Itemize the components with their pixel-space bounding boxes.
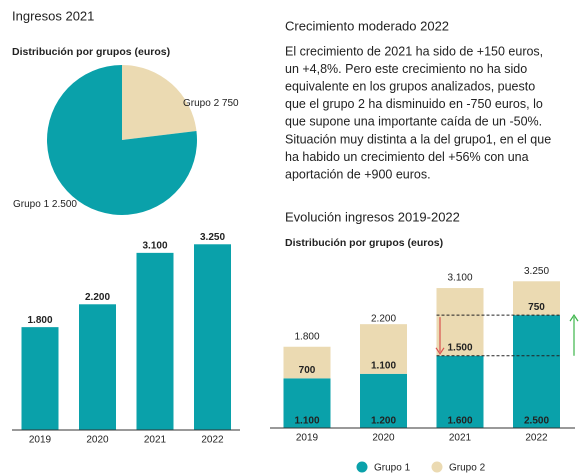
bar-value-label: 3.250 xyxy=(200,232,225,243)
segment-label: 700 xyxy=(299,365,316,376)
pie-slice xyxy=(122,65,197,140)
bar-segment xyxy=(360,324,407,374)
bar-value-label: 2.200 xyxy=(85,292,110,303)
bar-segment xyxy=(283,378,331,428)
paragraph-line: que el grupo 2 ha disminuido en -750 eur… xyxy=(285,97,543,111)
pie-subtitle: Distribución por grupos (euros) xyxy=(12,46,170,58)
arrow-head xyxy=(435,347,445,355)
segment-label: 2.500 xyxy=(524,416,549,427)
pie-title: Ingresos 2021 xyxy=(12,8,94,23)
bar-segment xyxy=(283,346,331,379)
arrow-head xyxy=(569,314,579,322)
pie-label-value: 2.500 xyxy=(52,199,77,210)
segment-label: 750 xyxy=(528,302,545,313)
paragraph-line: que supone una importante caída de un -5… xyxy=(285,115,542,129)
bar-segment xyxy=(436,355,484,428)
bar-value-label: 1.800 xyxy=(27,315,52,326)
legend-swatch xyxy=(356,461,368,473)
segment-label: 1.500 xyxy=(447,342,472,353)
x-tick-label: 2022 xyxy=(525,433,548,444)
paragraph-line: equivalente en los grupos analizados, pu… xyxy=(285,79,535,93)
x-tick-label: 2022 xyxy=(201,435,224,446)
pie-slice xyxy=(47,65,198,216)
x-tick-label: 2019 xyxy=(29,435,52,446)
stack-title: Evolución ingresos 2019-2022 xyxy=(285,209,460,224)
bar-value-label: 3.100 xyxy=(142,240,167,251)
legend-label: Grupo 2 xyxy=(449,463,486,474)
paragraph-line: Situación muy distinta a la del grupo1, … xyxy=(285,132,551,146)
x-tick-label: 2019 xyxy=(296,433,319,444)
bar-segment xyxy=(513,281,560,316)
leader-line xyxy=(83,197,97,204)
paragraph-line: ha habido un crecimiento del +56% con un… xyxy=(285,150,529,164)
total-label: 3.250 xyxy=(524,266,549,277)
bar-segment xyxy=(360,373,407,428)
pie-label-category: Grupo 1 xyxy=(13,199,50,210)
legend-swatch xyxy=(431,461,443,473)
text-title: Crecimiento moderado 2022 xyxy=(285,18,449,33)
segment-label: 1.100 xyxy=(294,416,319,427)
paragraph-line: El crecimiento de 2021 ha sido de +150 e… xyxy=(285,44,543,58)
bar xyxy=(21,327,59,430)
total-label: 2.200 xyxy=(371,313,396,324)
pie-label-category: Grupo 2 xyxy=(183,98,220,109)
bar-segment xyxy=(436,288,484,356)
bar xyxy=(194,244,231,430)
bar-segment xyxy=(513,315,560,428)
stack-subtitle: Distribución por grupos (euros) xyxy=(285,237,443,249)
segment-label: 1.600 xyxy=(447,416,472,427)
x-tick-label: 2021 xyxy=(449,433,472,444)
x-tick-label: 2020 xyxy=(372,433,395,444)
pie-label-value: 750 xyxy=(222,98,239,109)
segment-label: 1.200 xyxy=(371,416,396,427)
bar xyxy=(79,304,116,430)
bar xyxy=(136,252,174,430)
pie-label: Grupo 1 2.500 xyxy=(13,199,77,210)
x-tick-label: 2021 xyxy=(144,435,167,446)
paragraph-line: un +4,8%. Pero este crecimiento no ha si… xyxy=(285,62,527,76)
paragraph-line: aportación de +900 euros. xyxy=(285,167,431,181)
pie-label: Grupo 2 750 xyxy=(183,98,239,109)
x-tick-label: 2020 xyxy=(86,435,109,446)
legend-label: Grupo 1 xyxy=(374,463,411,474)
segment-label: 1.100 xyxy=(371,360,396,371)
total-label: 3.100 xyxy=(447,273,472,284)
total-label: 1.800 xyxy=(294,331,319,342)
